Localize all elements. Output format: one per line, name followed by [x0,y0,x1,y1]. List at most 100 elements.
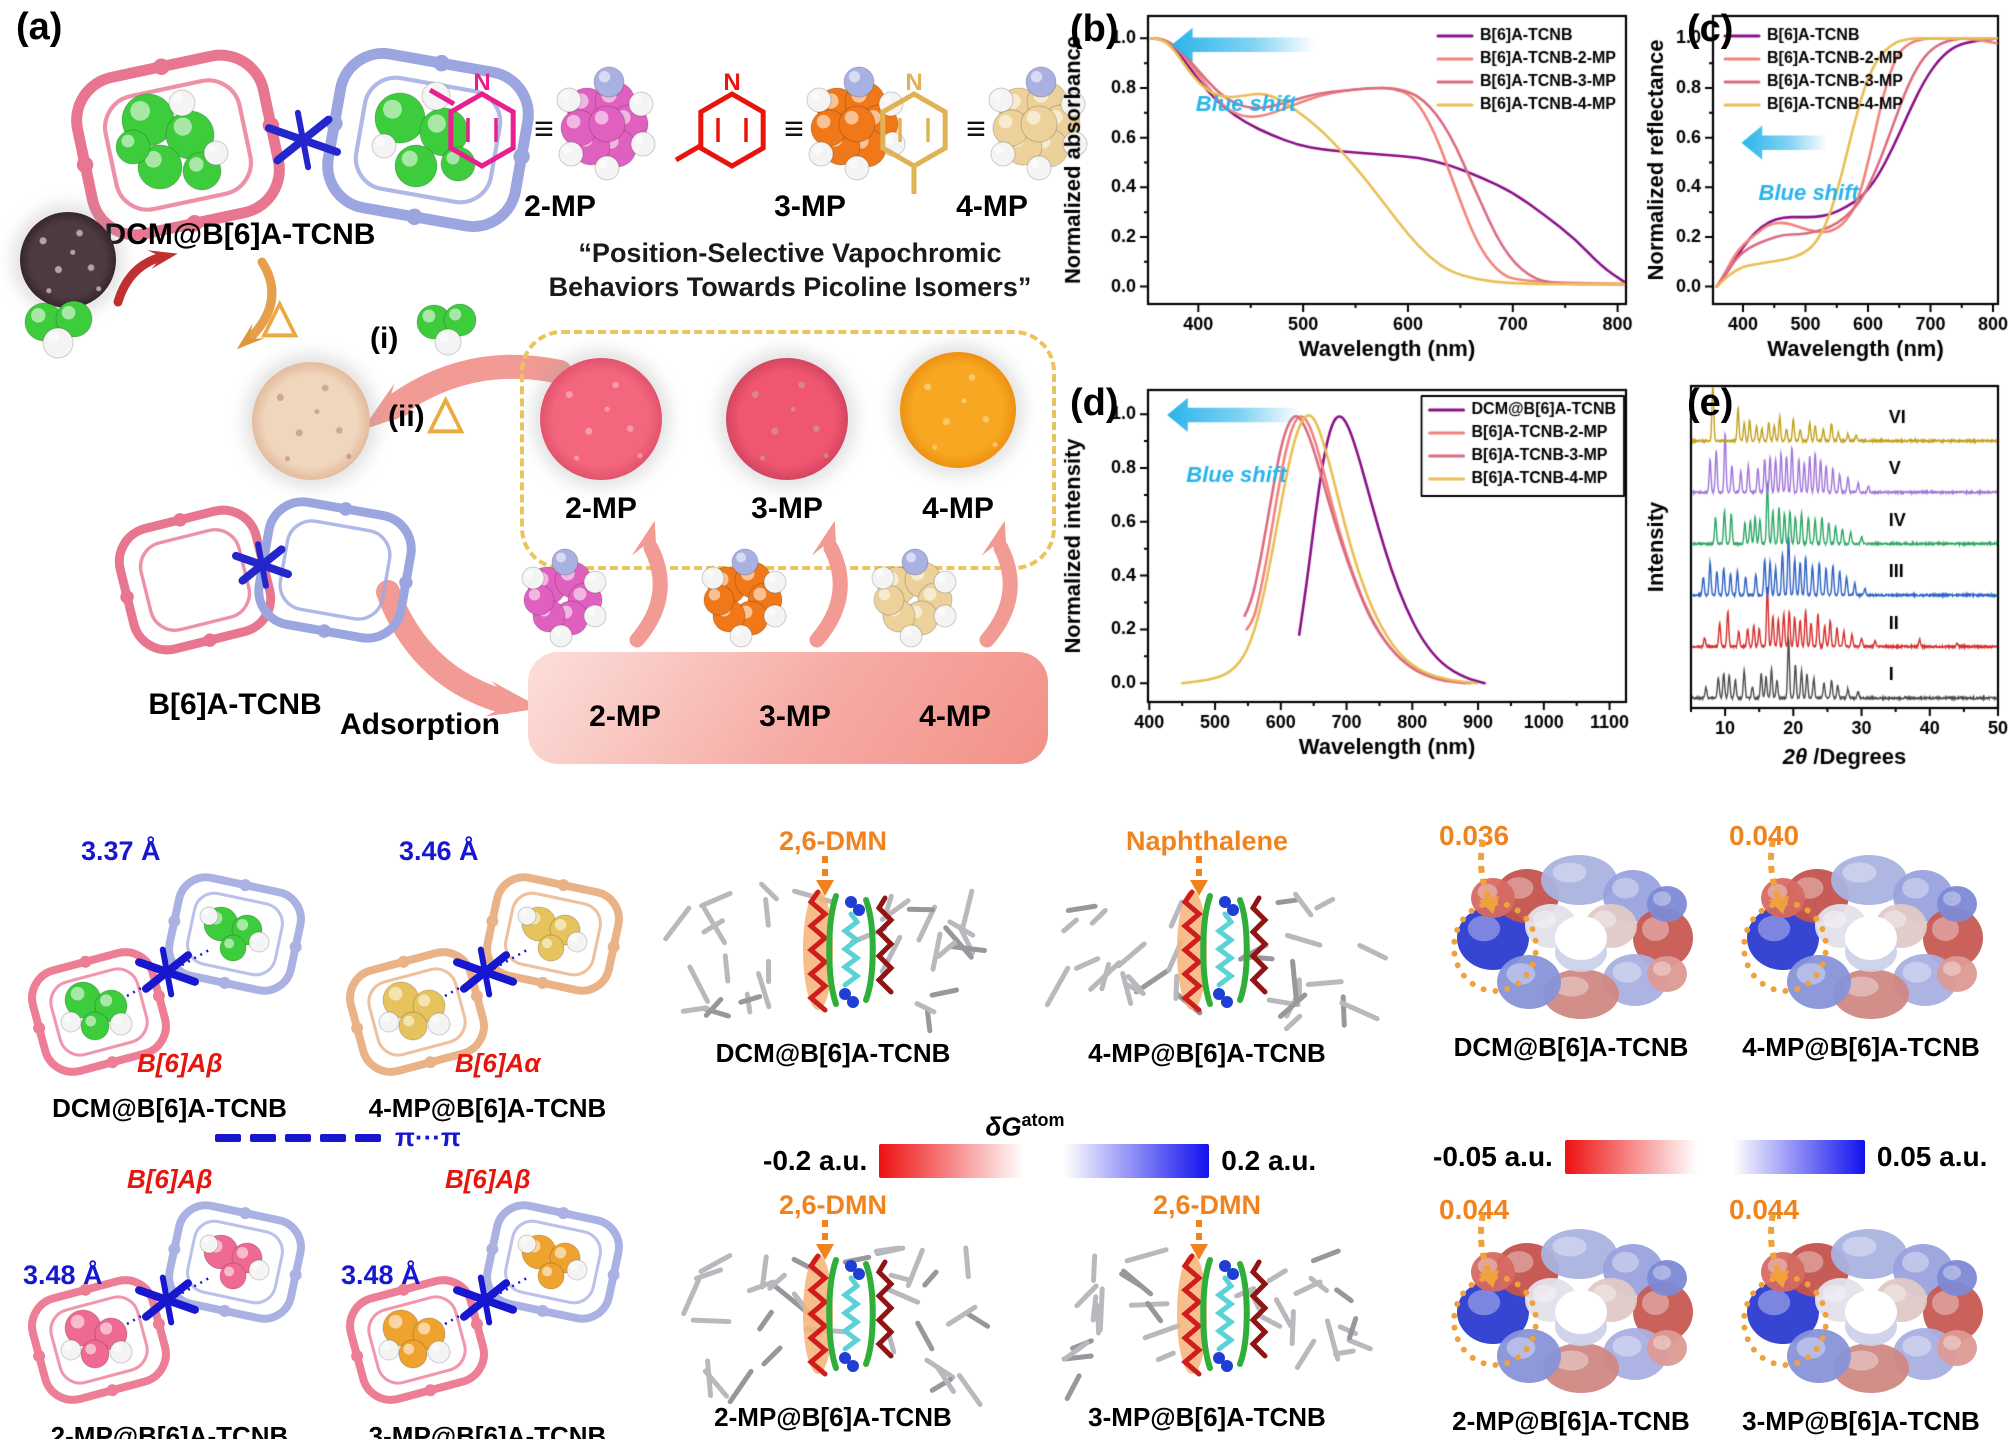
framework-interaction-graphic [663,856,988,1034]
dg-color-scale: -0.2 a.u. 0.2 a.u. [763,1144,1316,1178]
pi-pi-distance: 3.46 Å [399,836,479,866]
host-structure-name: B[6]A-TCNB [148,688,322,721]
panel-e: (e) [1645,372,2008,772]
svg-text:≡: ≡ [784,110,804,148]
pi-stacking-card: 3.48 Å B[6]Aβ 2-MP@B[6]A-TCNB [17,1164,322,1439]
structure-name: DCM@B[6]A-TCNB [715,1038,951,1068]
pi-stacking-card: 3.48 Å B[6]Aβ 3-MP@B[6]A-TCNB [335,1164,640,1439]
esp-surface-card: 0.036 DCM@B[6]A-TCNB [1431,820,1711,1065]
dg-scale-bar [879,1144,1210,1178]
esp-highlight-circle [1451,1274,1539,1368]
isomer-name-2-MP: 2-MP [524,190,596,223]
panel-g: 2,6-DMN DCM@B[6]A-TCNB Naphthalene 4-MP@B[6… [645,792,1395,1439]
dcm-structure-name: DCM@B[6]A-TCNB [104,218,376,251]
guest-label: Naphthalene [1125,826,1289,856]
panel-a: (a) DCM@B[6]A-TCNB N ≡ 2-MP N ≡ 3-MP N ≡ 4-MP “P… [0,0,1088,790]
isomer-definition-2-MP: N ≡ 2-MP [428,52,670,223]
esp-surface-card: 0.044 2-MP@B[6]A-TCNB [1431,1194,1711,1439]
dg-scale-symbol: δG [985,1111,1022,1142]
bar-label-3mp: 3-MP [759,700,831,733]
isomer-skeleton-and-spheres: N≡ [428,66,656,181]
structure-name: 4-MP@B[6]A-TCNB [1742,1032,1980,1062]
powder-label-2mp: 2-MP [565,492,637,525]
dg-scale-sup: atom [1021,1110,1065,1130]
dg-scale-title: δGatom [985,1110,1064,1143]
adsorption-bar [528,652,1048,764]
absorbance-chart [1062,0,1640,370]
svg-text:N: N [723,69,740,96]
structure-name: 2-MP@B[6]A-TCNB [50,1421,289,1439]
panel-d: (d) [1062,372,1640,772]
quote-line-1: “Position-Selective Vapochromic [578,238,1002,268]
esp-max-value: 0.044 [1729,1194,1800,1225]
powder-label-3mp: 3-MP [751,492,823,525]
step-ii-label: (ii) [388,400,425,433]
crystal-pair-graphic [28,1201,305,1404]
host-powder-photo [252,362,370,480]
isomer-name-4-MP: 4-MP [956,190,1028,223]
pi-pi-distance: 3.37 Å [81,836,161,866]
structure-name: 3-MP@B[6]A-TCNB [368,1421,607,1439]
esp-surface-card: 0.044 3-MP@B[6]A-TCNB [1721,1194,2001,1439]
panel-b-label: (b) [1070,8,1119,50]
adsorption-label: Adsorption [340,708,500,741]
pi-pi-dash-icon [215,1133,381,1142]
panel-h: 0.036 DCM@B[6]A-TCNB 0.040 4-MP@B[6]A-TCNB 0… [1395,792,2008,1439]
panel-f: 3.37 Å B[6]Aβ DCM@B[6]A-TCNB 3.46 Å B[6]Aα 4-… [5,792,645,1439]
conformer-label: B[6]Aβ [127,1164,213,1194]
powder-3mp [726,358,848,480]
guest-label: 2,6-DMN [1152,1190,1262,1220]
isomer-definition-3-MP: N ≡ 3-MP [674,52,920,223]
svg-text:N: N [905,69,922,96]
dg-scale-min: -0.2 a.u. [763,1145,868,1176]
isomer-name-3-MP: 3-MP [774,190,846,223]
powder-4mp [900,352,1016,468]
isomer-skeleton-and-spheres: N≡ [674,66,906,181]
conformer-label: B[6]Aβ [137,1048,223,1078]
pi-stacking-card: 3.46 Å B[6]Aα 4-MP@B[6]A-TCNB [335,836,640,1126]
xrd-chart [1645,372,2008,772]
pi-pi-legend: π···π [215,1122,461,1153]
pi-pi-distance: 3.48 Å [23,1260,103,1290]
crystal-pair-graphic [346,1201,623,1404]
framework-interaction-graphic [1061,1220,1373,1402]
energy-decomposition-card: 2,6-DMN 2-MP@B[6]A-TCNB [653,1190,1013,1435]
structure-name: 2-MP@B[6]A-TCNB [714,1402,952,1432]
esp-highlight-circle [1741,1274,1829,1368]
framework-interaction-graphic [681,1220,991,1407]
crystal-pair-graphic [346,873,623,1076]
structure-name: 3-MP@B[6]A-TCNB [1742,1406,1980,1436]
dcm-cocrystal-graphic [71,47,534,241]
guest-label: 2,6-DMN [778,826,888,856]
esp-scale-min: -0.05 a.u. [1433,1141,1553,1172]
picoline-powder-box [520,330,1056,570]
structure-name: 4-MP@B[6]A-TCNB [1088,1038,1326,1068]
conformer-label: B[6]Aβ [445,1164,531,1194]
esp-highlight-circle [1451,900,1539,994]
heat-triangle-icon: △ [428,385,464,437]
bar-label-2mp: 2-MP [589,700,661,733]
heat-triangle-icon: △ [262,289,298,341]
conformer-label: B[6]Aα [455,1048,541,1078]
crystal-pair-graphic [28,873,305,1076]
panel-e-label: (e) [1687,382,1734,424]
energy-decomposition-card: 2,6-DMN 3-MP@B[6]A-TCNB [1027,1190,1387,1435]
esp-max-value: 0.036 [1439,820,1510,851]
esp-color-scale: -0.05 a.u. 0.05 a.u. [1433,1140,1987,1174]
powder-label-4mp: 4-MP [922,492,994,525]
esp-scale-max: 0.05 a.u. [1876,1141,1988,1172]
svg-text:≡: ≡ [534,110,554,148]
pi-pi-distance: 3.48 Å [341,1260,421,1290]
esp-max-value: 0.044 [1439,1194,1510,1225]
host-cocrystal-graphic [114,497,416,655]
framework-interaction-graphic [1044,856,1388,1032]
guest-label: 2,6-DMN [778,1190,888,1220]
esp-highlight-circle [1741,900,1829,994]
structure-name: 2-MP@B[6]A-TCNB [1452,1406,1690,1436]
step-i-label: (i) [370,322,399,355]
svg-text:N: N [473,69,490,96]
structure-name: DCM@B[6]A-TCNB [1453,1032,1689,1062]
structure-name: 4-MP@B[6]A-TCNB [368,1093,607,1123]
svg-text:≡: ≡ [966,110,986,148]
powder-2mp [540,358,662,480]
